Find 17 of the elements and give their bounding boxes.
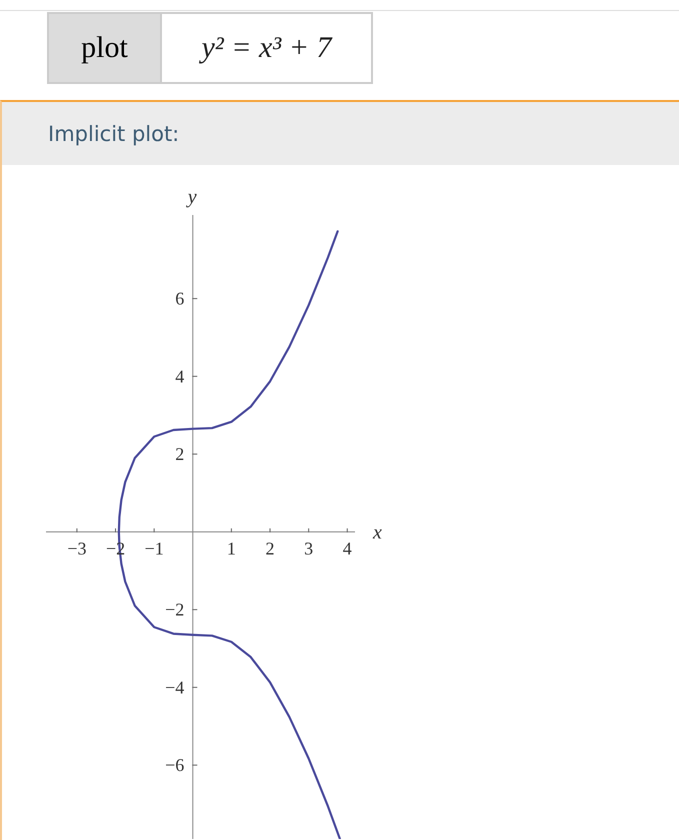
y-tick-label: 6 xyxy=(175,288,184,309)
y-tick-label: 2 xyxy=(175,444,184,464)
y-tick-label: −2 xyxy=(165,600,184,620)
x-tick-label: 3 xyxy=(304,538,314,558)
x-axis-title: x xyxy=(372,521,382,544)
text: y² = x³ + 7 xyxy=(198,30,334,66)
x-tick-label: 1 xyxy=(226,538,236,558)
x-tick-label: 2 xyxy=(266,538,275,558)
x-tick-label: 4 xyxy=(342,538,352,558)
y-tick-label: −4 xyxy=(165,677,184,698)
y-tick-label: −6 xyxy=(165,755,184,776)
y-tick-label: 4 xyxy=(175,366,184,386)
x-tick-label: −3 xyxy=(67,538,86,558)
y-axis-title: y xyxy=(186,186,197,208)
text: plot xyxy=(49,14,162,82)
chart-title: Implicit plot: xyxy=(48,122,180,146)
x-tick-label: −1 xyxy=(144,538,164,558)
